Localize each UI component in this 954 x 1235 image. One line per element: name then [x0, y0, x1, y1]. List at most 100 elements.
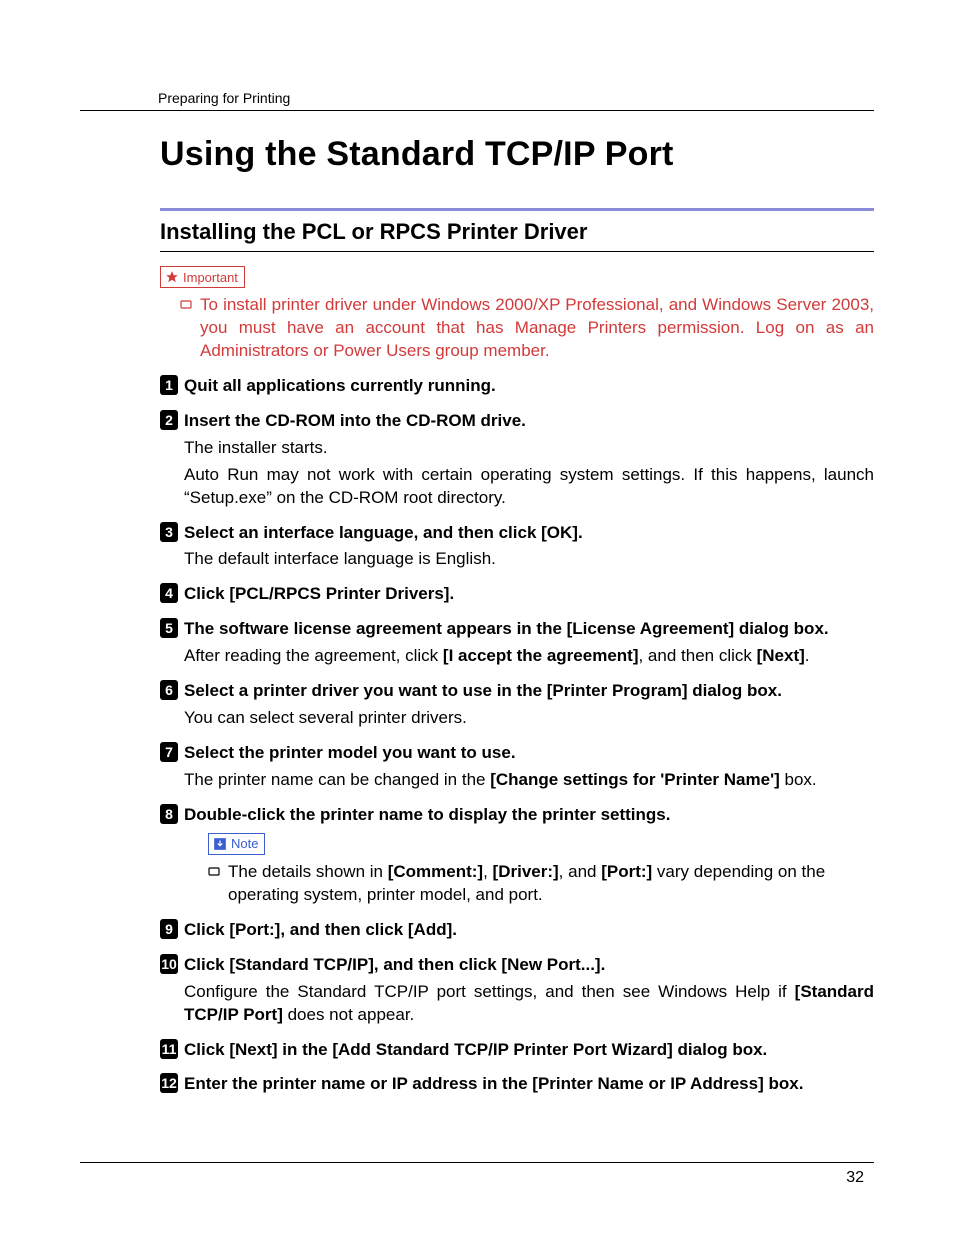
step-heading: Click [Next] in the [Add Standard TCP/IP… [184, 1039, 874, 1062]
step-heading: The software license agreement appears i… [184, 618, 874, 641]
note-badge: Note [208, 833, 265, 855]
step-number: 5 [160, 618, 178, 638]
step-number: 1 [160, 375, 178, 395]
step-body: After reading the agreement, click [I ac… [184, 645, 874, 668]
step-5: 5 The software license agreement appears… [160, 618, 874, 668]
text: . [805, 646, 810, 665]
text: Click [184, 955, 229, 974]
text: does not appear. [283, 1005, 414, 1024]
step-number: 11 [160, 1039, 178, 1059]
ui-ref: [Add Standard TCP/IP Printer Port Wizard… [332, 1040, 673, 1059]
step-number: 9 [160, 919, 178, 939]
bottom-rule [80, 1162, 874, 1163]
arrow-down-icon [213, 837, 227, 851]
step-heading: Enter the printer name or IP address in … [184, 1073, 874, 1096]
step-heading: Insert the CD-ROM into the CD-ROM drive. [184, 410, 874, 433]
step-body: The default interface language is Englis… [184, 548, 874, 571]
text: Click [184, 1040, 229, 1059]
step-11: 11 Click [Next] in the [Add Standard TCP… [160, 1039, 874, 1062]
step-heading: Double-click the printer name to display… [184, 804, 874, 827]
text: Configure the Standard TCP/IP port setti… [184, 982, 795, 1001]
ui-ref: [Port:] [229, 920, 280, 939]
step-6: 6 Select a printer driver you want to us… [160, 680, 874, 730]
ui-ref: [Comment:] [388, 862, 483, 881]
ui-ref: [Printer Name or IP Address] [532, 1074, 763, 1093]
star-icon [165, 270, 179, 284]
page: Preparing for Printing Using the Standar… [0, 0, 954, 1235]
step-body: The printer name can be changed in the [… [184, 769, 874, 792]
ui-ref: [License Agreement] [567, 619, 735, 638]
text: , and then click [280, 920, 408, 939]
step-number: 8 [160, 804, 178, 824]
text: dialog box. [673, 1040, 767, 1059]
text: Select a printer driver you want to use … [184, 681, 547, 700]
text: box. [764, 1074, 804, 1093]
text: Select an interface language, and then c… [184, 523, 541, 542]
bullet-icon [180, 294, 192, 363]
step-body: Configure the Standard TCP/IP port setti… [184, 981, 874, 1027]
step-heading: Select the printer model you want to use… [184, 742, 874, 765]
note-block: Note The details shown in [Comment:], [D… [208, 833, 874, 907]
ui-ref: [I accept the agreement] [443, 646, 639, 665]
step-heading: Select an interface language, and then c… [184, 522, 874, 545]
step-number: 6 [160, 680, 178, 700]
bullet-icon [208, 861, 220, 907]
step-body: Auto Run may not work with certain opera… [184, 464, 874, 510]
running-head: Preparing for Printing [158, 90, 874, 106]
text: Enter the printer name or IP address in … [184, 1074, 532, 1093]
important-bullet: To install printer driver under Windows … [180, 294, 874, 363]
step-number: 7 [160, 742, 178, 762]
step-heading: Click [Port:], and then click [Add]. [184, 919, 874, 942]
step-number: 3 [160, 522, 178, 542]
step-4: 4 Click [PCL/RPCS Printer Drivers]. [160, 583, 874, 606]
text: dialog box. [688, 681, 782, 700]
top-rule [80, 110, 874, 111]
step-number: 12 [160, 1073, 178, 1093]
ui-ref: [Printer Program] [547, 681, 688, 700]
ui-ref: [PCL/RPCS Printer Drivers] [229, 584, 449, 603]
step-12: 12 Enter the printer name or IP address … [160, 1073, 874, 1096]
text: The printer name can be changed in the [184, 770, 490, 789]
text: The details shown in [228, 862, 388, 881]
step-7: 7 Select the printer model you want to u… [160, 742, 874, 792]
ui-ref: [Standard TCP/IP] [229, 955, 374, 974]
text: , and then click [374, 955, 502, 974]
ui-ref: [Add] [408, 920, 452, 939]
text: The software license agreement appears i… [184, 619, 567, 638]
ui-ref: [Port:] [601, 862, 652, 881]
step-8: 8 Double-click the printer name to displ… [160, 804, 874, 907]
section-rule-thin [160, 251, 874, 252]
page-number: 32 [846, 1169, 864, 1187]
step-heading: Quit all applications currently running. [184, 375, 874, 398]
step-body: You can select several printer drivers. [184, 707, 874, 730]
text: , [483, 862, 492, 881]
step-3: 3 Select an interface language, and then… [160, 522, 874, 572]
step-9: 9 Click [Port:], and then click [Add]. [160, 919, 874, 942]
step-heading: Select a printer driver you want to use … [184, 680, 874, 703]
ui-ref: [Next] [757, 646, 805, 665]
text: . [452, 920, 457, 939]
step-body: The installer starts. [184, 437, 874, 460]
text: , and [559, 862, 602, 881]
text: After reading the agreement, click [184, 646, 443, 665]
text: . [578, 523, 583, 542]
step-number: 2 [160, 410, 178, 430]
text: box. [780, 770, 817, 789]
ui-ref: [New Port...] [501, 955, 600, 974]
step-number: 4 [160, 583, 178, 603]
page-title: Using the Standard TCP/IP Port [160, 135, 874, 174]
ui-ref: [Driver:] [493, 862, 559, 881]
important-label: Important [183, 270, 238, 285]
step-2: 2 Insert the CD-ROM into the CD-ROM driv… [160, 410, 874, 510]
step-10: 10 Click [Standard TCP/IP], and then cli… [160, 954, 874, 1027]
important-badge: Important [160, 266, 245, 288]
important-text: To install printer driver under Windows … [200, 294, 874, 363]
text: , and then click [638, 646, 756, 665]
text: dialog box. [734, 619, 828, 638]
section-rule-heavy [160, 208, 874, 211]
section-heading: Installing the PCL or RPCS Printer Drive… [160, 219, 874, 245]
text: in the [278, 1040, 333, 1059]
text: Click [184, 920, 229, 939]
text: . [601, 955, 606, 974]
text: . [449, 584, 454, 603]
